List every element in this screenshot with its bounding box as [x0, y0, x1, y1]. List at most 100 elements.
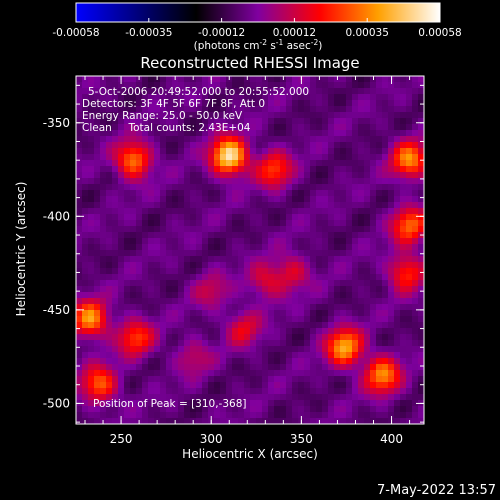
heatmap-cell: [178, 130, 185, 137]
heatmap-cell: [364, 394, 371, 401]
heatmap-cell: [76, 202, 83, 209]
heatmap-cell: [382, 358, 389, 365]
heatmap-cell: [418, 304, 425, 311]
heatmap-cell: [268, 202, 275, 209]
heatmap-cell: [136, 250, 143, 257]
heatmap-cell: [94, 256, 101, 263]
heatmap-cell: [148, 124, 155, 131]
heatmap-cell: [76, 364, 83, 371]
heatmap-cell: [406, 100, 413, 107]
heatmap-cell: [220, 370, 227, 377]
heatmap-cell: [130, 304, 137, 311]
heatmap-cell: [262, 124, 269, 131]
colorbar-tick-labels: -0.00058 -0.00035 -0.00012 0.00012 0.00035 0.…: [52, 27, 461, 39]
heatmap-cell: [292, 100, 299, 107]
heatmap-cell: [328, 250, 335, 257]
heatmap-cell: [118, 340, 125, 347]
heatmap-cell: [166, 160, 173, 167]
heatmap-cell: [166, 244, 173, 251]
heatmap-cell: [124, 268, 131, 275]
heatmap-cell: [298, 184, 305, 191]
heatmap-cell: [190, 310, 197, 317]
heatmap-cell: [94, 388, 101, 395]
heatmap-cell: [94, 376, 101, 383]
heatmap-cell: [340, 112, 347, 119]
heatmap-cell: [310, 346, 317, 353]
heatmap-cell: [358, 148, 365, 155]
heatmap-cell: [268, 382, 275, 389]
heatmap-cell: [94, 322, 101, 329]
heatmap-cell: [286, 130, 293, 137]
heatmap-cell: [304, 334, 311, 341]
heatmap-cell: [220, 238, 227, 245]
heatmap-cell: [364, 106, 371, 113]
heatmap-cell: [262, 382, 269, 389]
heatmap-cell: [172, 376, 179, 383]
heatmap-cell: [100, 376, 107, 383]
heatmap-cell: [256, 328, 263, 335]
heatmap-cell: [352, 220, 359, 227]
heatmap-cell: [346, 334, 353, 341]
heatmap-cell: [196, 172, 203, 179]
heatmap-cell: [148, 394, 155, 401]
heatmap-cell: [280, 370, 287, 377]
heatmap-cell: [172, 112, 179, 119]
heatmap-cell: [298, 304, 305, 311]
heatmap-cell: [184, 388, 191, 395]
heatmap-cell: [88, 382, 95, 389]
heatmap-cell: [406, 340, 413, 347]
heatmap-cell: [202, 112, 209, 119]
heatmap-cell: [418, 178, 425, 185]
heatmap-cell: [130, 112, 137, 119]
heatmap-cell: [412, 262, 419, 269]
heatmap-cell: [244, 88, 251, 95]
heatmap-cell: [316, 238, 323, 245]
heatmap-cell: [382, 76, 389, 83]
heatmap-cell: [178, 220, 185, 227]
heatmap-cell: [394, 352, 401, 359]
heatmap-cell: [184, 130, 191, 137]
heatmap-cell: [232, 142, 239, 149]
heatmap-cell: [400, 388, 407, 395]
heatmap-cell: [376, 76, 383, 83]
heatmap-cell: [184, 220, 191, 227]
heatmap-cell: [166, 352, 173, 359]
heatmap-cell: [124, 358, 131, 365]
heatmap-cell: [364, 400, 371, 407]
heatmap-cell: [160, 136, 167, 143]
heatmap-cell: [154, 124, 161, 131]
heatmap-cell: [274, 160, 281, 167]
heatmap-cell: [382, 394, 389, 401]
heatmap-cell: [100, 184, 107, 191]
heatmap-cell: [130, 202, 137, 209]
heatmap-cell: [334, 292, 341, 299]
heatmap-cell: [256, 208, 263, 215]
heatmap-cell: [190, 112, 197, 119]
heatmap-cell: [82, 136, 89, 143]
heatmap-cell: [358, 100, 365, 107]
heatmap-cell: [148, 184, 155, 191]
heatmap-cell: [406, 148, 413, 155]
heatmap-cell: [184, 400, 191, 407]
heatmap-cell: [136, 226, 143, 233]
heatmap-cell: [328, 406, 335, 413]
heatmap-cell: [142, 76, 149, 83]
heatmap-cell: [106, 130, 113, 137]
heatmap-cell: [418, 346, 425, 353]
heatmap-cell: [76, 376, 83, 383]
heatmap-cell: [292, 118, 299, 125]
heatmap-cell: [262, 232, 269, 239]
heatmap-cell: [106, 268, 113, 275]
heatmap-cell: [208, 130, 215, 137]
heatmap-cell: [142, 340, 149, 347]
heatmap-cell: [178, 112, 185, 119]
heatmap-cell: [370, 178, 377, 185]
heatmap-cell: [106, 142, 113, 149]
heatmap-cell: [238, 286, 245, 293]
heatmap-cell: [214, 226, 221, 233]
heatmap-cell: [382, 118, 389, 125]
heatmap-cell: [178, 226, 185, 233]
heatmap-cell: [106, 106, 113, 113]
heatmap-cell: [244, 280, 251, 287]
heatmap-cell: [118, 376, 125, 383]
